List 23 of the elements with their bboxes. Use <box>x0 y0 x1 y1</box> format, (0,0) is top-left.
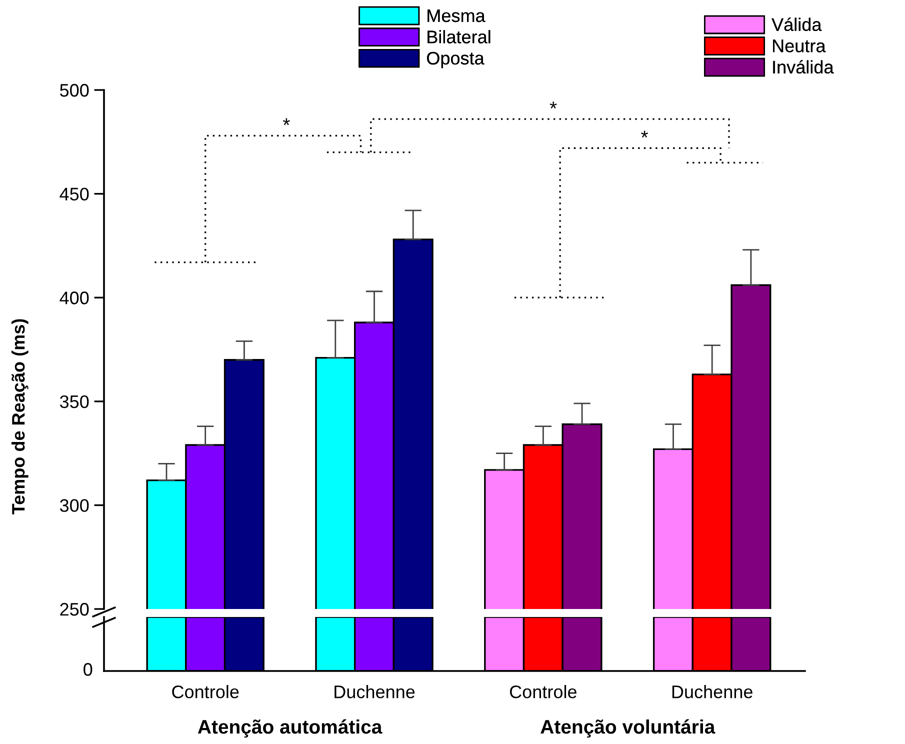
legend-label: Neutra <box>773 40 826 52</box>
x-tick-label: Controle <box>172 685 239 698</box>
annotation: * <box>641 130 648 138</box>
x-tick-label: Duchenne <box>334 685 415 698</box>
y-tick-label: 450 <box>60 188 89 201</box>
legend-label: Válida <box>772 18 822 32</box>
y-tick-label: 300 <box>60 499 89 512</box>
legend-label: Inválida <box>773 60 834 74</box>
y-tick-label: 400 <box>60 292 89 304</box>
x-tick-label: Controle <box>510 685 577 698</box>
y-tick-label: 250 <box>60 602 89 616</box>
y-tick-label: 500 <box>60 84 89 97</box>
y-axis-title: Tempo de Reação (ms) <box>11 319 28 514</box>
annotation: * <box>550 102 557 108</box>
x-tick-label: Duchenne <box>672 685 752 698</box>
text: Atenção automática <box>198 719 382 738</box>
annotation: * <box>282 118 290 126</box>
legend-label: Oposta <box>426 52 484 68</box>
legend-label: Bilateral <box>428 30 490 44</box>
text: 0 <box>84 663 92 676</box>
y-tick-label: 350 <box>60 395 89 408</box>
legend-label: Mesma <box>428 9 486 22</box>
text: Atenção voluntária <box>540 719 716 738</box>
